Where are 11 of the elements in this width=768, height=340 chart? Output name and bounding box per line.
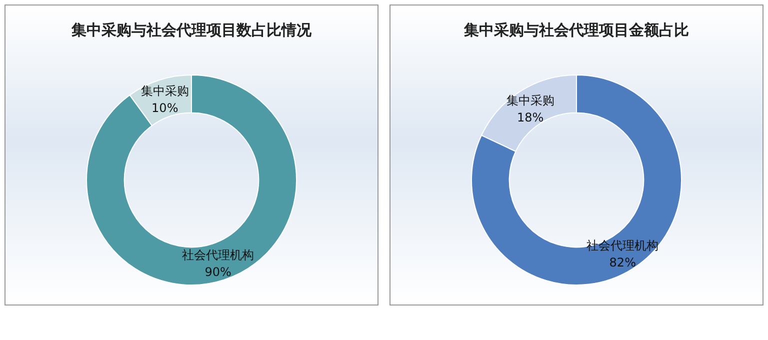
donut-slice (471, 74, 682, 286)
chart-title: 集中采购与社会代理项目数占比情况 (70, 21, 312, 39)
slice-label: 社会代理机构 (182, 248, 254, 262)
chart-title: 集中采购与社会代理项目金额占比 (463, 21, 689, 39)
data-label: 90% (204, 264, 232, 279)
data-label: 82% (609, 256, 636, 270)
slice-label: 集中采购 (140, 84, 189, 98)
data-label: 18% (517, 110, 544, 124)
slice-label: 集中采购 (506, 93, 554, 108)
donut-slice (86, 74, 297, 286)
data-label: 10% (152, 101, 178, 116)
